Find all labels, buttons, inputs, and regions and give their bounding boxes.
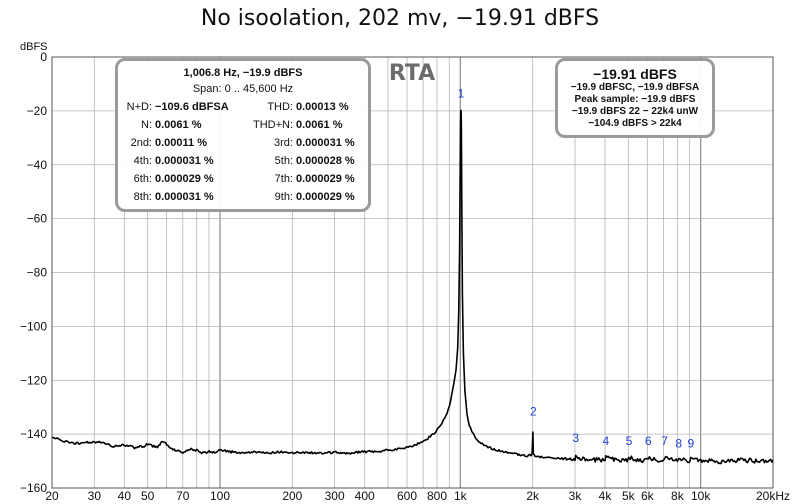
harmonic-marker-label: 1 bbox=[458, 86, 465, 100]
x-tick-label: 2k bbox=[526, 489, 540, 503]
stats-key: 9th: bbox=[274, 191, 293, 203]
level-line: −19.9 dBFSC, −19.9 dBFSA bbox=[570, 82, 700, 93]
stats-row: 8th: 0.000031 % 9th: 0.000029 % bbox=[118, 191, 368, 207]
x-tick-label: 30 bbox=[88, 489, 102, 503]
y-tick-label: −160 bbox=[20, 481, 47, 495]
y-tick-label: −80 bbox=[27, 266, 48, 280]
stats-value: 0.0061 % bbox=[296, 119, 343, 131]
y-axis-label: dBFS bbox=[20, 41, 48, 53]
y-tick-label: −40 bbox=[27, 158, 48, 172]
stats-value: −109.6 dBFSA bbox=[155, 101, 229, 113]
stats-key: 3rd: bbox=[274, 137, 293, 149]
x-tick-label: 200 bbox=[282, 489, 302, 503]
stats-row: 4th: 0.000031 % 5th: 0.000028 % bbox=[118, 155, 368, 171]
x-tick-label: 8k bbox=[671, 489, 685, 503]
stats-value: 0.000031 % bbox=[155, 191, 214, 203]
stats-key: 6th: bbox=[133, 173, 152, 185]
level-line: Peak sample: −19.9 dBFS bbox=[574, 94, 696, 105]
y-tick-label: −120 bbox=[20, 373, 47, 387]
stats-key: N+D: bbox=[126, 101, 152, 113]
harmonic-marker-label: 9 bbox=[687, 437, 694, 451]
stats-value: 0.000031 % bbox=[155, 155, 214, 167]
harmonic-marker-label: 7 bbox=[661, 434, 668, 448]
stats-key: THD: bbox=[267, 101, 293, 113]
harmonic-marker-label: 3 bbox=[572, 431, 579, 445]
stats-value: 0.000029 % bbox=[155, 173, 214, 185]
x-tick-label: 4k bbox=[599, 489, 613, 503]
stats-row: 2nd: 0.00011 % 3rd: 0.000031 % bbox=[118, 137, 368, 153]
stats-value: 0.000029 % bbox=[296, 191, 355, 203]
stats-frequency-level: 1,006.8 Hz, −19.9 dBFS bbox=[183, 67, 303, 79]
stats-key: 2nd: bbox=[130, 137, 152, 149]
stats-key: 8th: bbox=[133, 191, 152, 203]
stats-span: Span: 0 .. 45,600 Hz bbox=[192, 83, 294, 95]
stats-value: 0.00013 % bbox=[296, 101, 349, 113]
stats-row: 6th: 0.000029 % 7th: 0.000029 % bbox=[118, 173, 368, 189]
stats-key: THD+N: bbox=[252, 119, 293, 131]
x-tick-label: 5k bbox=[622, 489, 636, 503]
stats-key: N: bbox=[141, 119, 152, 131]
y-tick-label: −100 bbox=[20, 319, 47, 333]
level-main: −19.91 dBFS bbox=[593, 66, 677, 82]
x-tick-label: 20 bbox=[45, 489, 59, 503]
level-line: −104.9 dBFS > 22k4 bbox=[588, 118, 682, 129]
x-tick-label: 50 bbox=[141, 489, 155, 503]
x-tick-label: 100 bbox=[210, 489, 230, 503]
stats-value: 0.0061 % bbox=[155, 119, 202, 131]
stats-row: N: 0.0061 % THD+N: 0.0061 % bbox=[118, 119, 368, 135]
spectrum-trace bbox=[52, 109, 774, 465]
rta-watermark: RTA bbox=[389, 61, 435, 86]
x-tick-label: 3k bbox=[569, 489, 583, 503]
stats-value: 0.00011 % bbox=[155, 137, 207, 149]
x-tick-label: 400 bbox=[355, 489, 375, 503]
harmonic-marker-label: 8 bbox=[675, 437, 682, 451]
x-tick-label: 40 bbox=[118, 489, 132, 503]
x-tick-label: 6k bbox=[641, 489, 655, 503]
y-tick-label: 0 bbox=[40, 50, 47, 64]
x-tick-label: 10k bbox=[691, 489, 711, 503]
x-tick-label: 1k bbox=[454, 489, 468, 503]
y-tick-label: −20 bbox=[27, 104, 48, 118]
harmonic-marker-label: 2 bbox=[530, 404, 537, 418]
stats-panel: 1,006.8 Hz, −19.9 dBFS Span: 0 .. 45,600… bbox=[115, 58, 371, 212]
plot-frame bbox=[51, 56, 774, 489]
x-tick-label: 70 bbox=[176, 489, 190, 503]
x-tick-label: 20kHz bbox=[756, 489, 790, 503]
x-tick-label: 600 bbox=[397, 489, 417, 503]
stats-value: 0.000028 % bbox=[296, 155, 355, 167]
stats-value: 0.000029 % bbox=[296, 173, 355, 185]
y-tick-label: −140 bbox=[20, 427, 47, 441]
level-line: −19.9 dBFS 22 − 22k4 unW bbox=[571, 106, 699, 117]
level-panel: −19.91 dBFS −19.9 dBFSC, −19.9 dBFSA Pea… bbox=[555, 58, 715, 138]
harmonic-marker-label: 5 bbox=[626, 434, 633, 448]
y-tick-label: −60 bbox=[27, 212, 48, 226]
stats-row: N+D: −109.6 dBFSA THD: 0.00013 % bbox=[118, 101, 368, 117]
chart-title: No isoolation, 202 mv, −19.91 dBFS bbox=[200, 6, 600, 31]
stats-key: 5th: bbox=[274, 155, 293, 167]
x-tick-label: 800 bbox=[427, 489, 447, 503]
stats-value: 0.000031 % bbox=[296, 137, 355, 149]
harmonic-marker-label: 4 bbox=[602, 434, 609, 448]
stats-key: 4th: bbox=[133, 155, 152, 167]
stats-key: 7th: bbox=[274, 173, 293, 185]
x-tick-label: 300 bbox=[325, 489, 345, 503]
harmonic-marker-label: 6 bbox=[645, 434, 652, 448]
